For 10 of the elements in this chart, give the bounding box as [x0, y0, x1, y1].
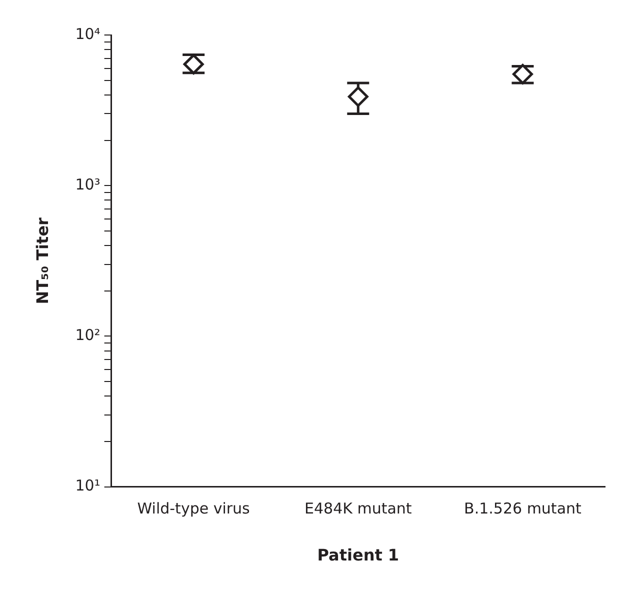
- y-tick-label: 10²: [75, 326, 100, 344]
- x-tick-label: E484K mutant: [304, 500, 412, 518]
- point: [348, 86, 368, 107]
- y-tick-label: 10¹: [75, 476, 100, 495]
- y-axis-title: NT₅₀ Titer: [32, 217, 52, 304]
- y-tick-label: 10⁴: [75, 24, 100, 43]
- x-axis-title: Patient 1: [317, 546, 400, 565]
- y-tick-label: 10³: [75, 175, 100, 194]
- x-tick-label: Wild-type virus: [137, 500, 250, 518]
- x-tick-label: B.1.526 mutant: [464, 500, 582, 518]
